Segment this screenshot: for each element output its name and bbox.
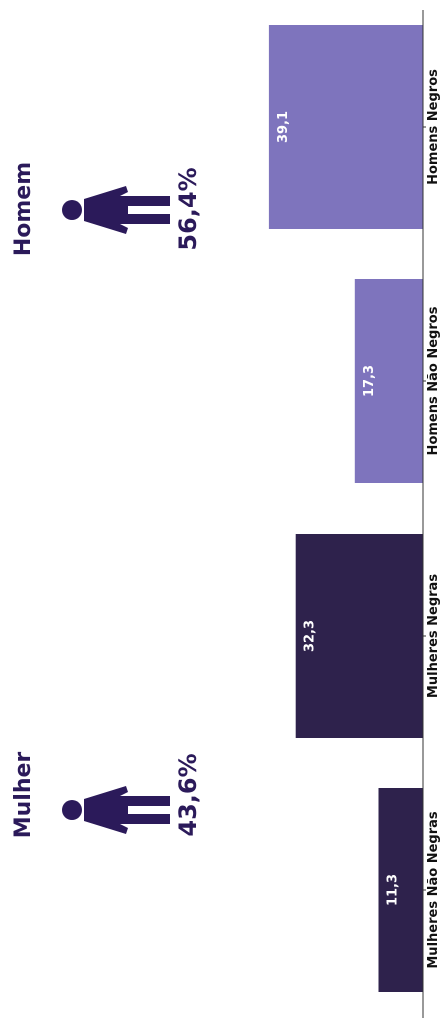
bar xyxy=(268,25,423,229)
gender-panel-male: Homem 56,4% xyxy=(11,162,202,256)
bar xyxy=(295,534,423,738)
gender-label-female: Mulher xyxy=(11,752,36,839)
category-label: Homens Negros xyxy=(426,69,441,185)
category-label: Mulheres Negras xyxy=(426,574,441,698)
category-label: Mulheres Não Negras xyxy=(426,811,441,969)
gender-label-male: Homem xyxy=(11,162,36,256)
person-icon xyxy=(62,786,170,834)
gender-percent-female: 43,6% xyxy=(174,753,202,836)
person-icon xyxy=(62,186,170,234)
gender-percent-male: 56,4% xyxy=(174,167,202,250)
bar-value-label: 11,3 xyxy=(386,874,401,906)
bar-value-label: 17,3 xyxy=(362,365,377,397)
bar xyxy=(354,279,423,483)
category-label: Homens Não Negros xyxy=(426,306,441,455)
bar-value-label: 39,1 xyxy=(276,111,291,143)
bars-group: 11,3 32,3 17,3 39,1 xyxy=(268,25,423,992)
bar-value-label: 32,3 xyxy=(303,620,318,652)
category-labels-group: Mulheres Não Negras Mulheres Negras Homens… xyxy=(423,69,441,969)
gender-panel-female: Mulher 43,6% xyxy=(11,752,202,839)
bar xyxy=(378,788,423,992)
